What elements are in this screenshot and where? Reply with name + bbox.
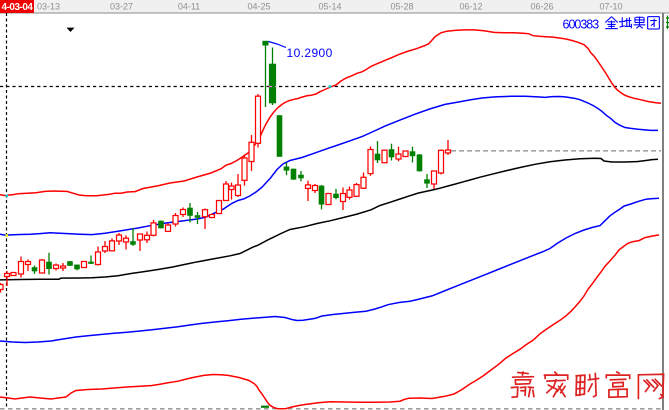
- svg-text:04-11: 04-11: [178, 2, 200, 12]
- svg-text:05-14: 05-14: [318, 2, 341, 12]
- svg-text:600383: 600383: [563, 18, 600, 32]
- svg-text:04-25: 04-25: [247, 2, 270, 12]
- svg-text:06-12: 06-12: [459, 2, 482, 12]
- svg-text:05-28: 05-28: [390, 2, 413, 12]
- svg-text:10.2900: 10.2900: [287, 46, 333, 60]
- svg-text:06-26: 06-26: [530, 2, 553, 12]
- svg-text:03-27: 03-27: [110, 2, 133, 12]
- svg-text:4-03-04: 4-03-04: [2, 2, 34, 13]
- svg-text:07-10: 07-10: [599, 2, 622, 12]
- svg-text:03-13: 03-13: [37, 2, 60, 12]
